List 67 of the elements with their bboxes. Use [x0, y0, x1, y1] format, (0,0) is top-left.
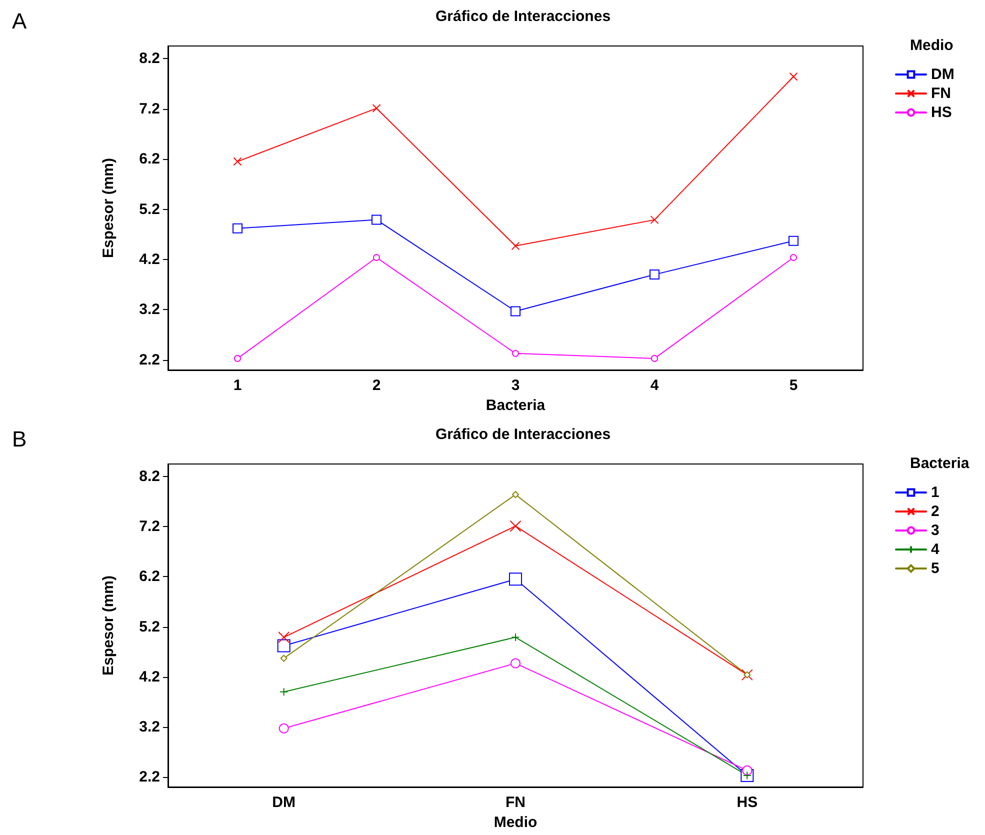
legend-label: 1 — [931, 484, 940, 501]
x-tick-label: 1 — [233, 377, 242, 394]
point — [511, 633, 520, 642]
legend-label: 3 — [931, 522, 940, 539]
point — [280, 688, 288, 696]
chart-title: Gráfico de Interacciones — [435, 426, 611, 443]
point — [278, 632, 290, 644]
x-tick-label: 4 — [650, 377, 660, 394]
legend-label: FN — [931, 85, 951, 102]
legend-title: Medio — [910, 37, 954, 54]
y-tick-label: 3.2 — [139, 718, 160, 736]
x-tick-label: 5 — [789, 377, 798, 394]
point — [280, 654, 288, 662]
point — [234, 354, 241, 362]
x-tick-label: 2 — [372, 377, 381, 394]
y-tick-label: 7.2 — [139, 518, 160, 536]
point — [373, 254, 380, 261]
chart-title: Gráfico de Interacciones — [435, 8, 611, 25]
point — [372, 104, 381, 113]
point — [650, 270, 660, 280]
legend-title: Bacteria — [910, 455, 970, 472]
point — [510, 306, 520, 316]
point — [510, 520, 522, 532]
point — [651, 354, 658, 362]
text: A — [12, 8, 27, 34]
y-tick-label: 5.2 — [139, 200, 160, 218]
x-tick-label: HS — [736, 794, 758, 811]
point — [232, 223, 242, 234]
y-tick-label: 8.2 — [139, 50, 160, 68]
point — [790, 254, 797, 261]
point — [512, 350, 519, 357]
y-tick-label: 4.2 — [139, 250, 160, 268]
x-axis-title: Bacteria — [486, 397, 546, 414]
y-tick-label: 8.2 — [139, 468, 160, 486]
y-tick-label: 5.2 — [139, 618, 160, 636]
legend-label: 5 — [931, 560, 940, 577]
y-axis-title: Espesor (mm) — [100, 158, 117, 258]
y-tick-label: 4.2 — [139, 668, 160, 686]
legend-label: 4 — [931, 541, 940, 558]
x-tick-label: FN — [506, 794, 526, 811]
point — [233, 157, 242, 166]
x-tick-label: DM — [272, 794, 296, 811]
point — [512, 491, 519, 498]
y-tick-label: 7.2 — [139, 100, 160, 118]
point — [788, 236, 798, 246]
text: B — [12, 426, 27, 452]
y-tick-label: 6.2 — [139, 150, 160, 168]
legend-label: DM — [931, 66, 954, 83]
point — [277, 639, 290, 652]
y-axis-title: Espesor (mm) — [100, 575, 117, 676]
point — [744, 671, 751, 678]
y-tick-label: 6.2 — [139, 568, 160, 586]
legend-label: 2 — [931, 503, 940, 520]
point — [372, 214, 382, 225]
x-axis-title: Medio — [494, 814, 538, 831]
point — [789, 72, 798, 81]
y-tick-label: 3.2 — [139, 301, 160, 318]
x-tick-label: 3 — [511, 377, 520, 394]
y-tick-label: 2.2 — [139, 768, 160, 786]
point — [278, 723, 289, 734]
legend-label: HS — [931, 104, 952, 121]
point — [509, 572, 522, 586]
point — [511, 242, 520, 250]
point — [650, 216, 659, 224]
y-tick-label: 2.2 — [139, 351, 160, 368]
point — [510, 658, 520, 668]
point — [742, 765, 752, 776]
